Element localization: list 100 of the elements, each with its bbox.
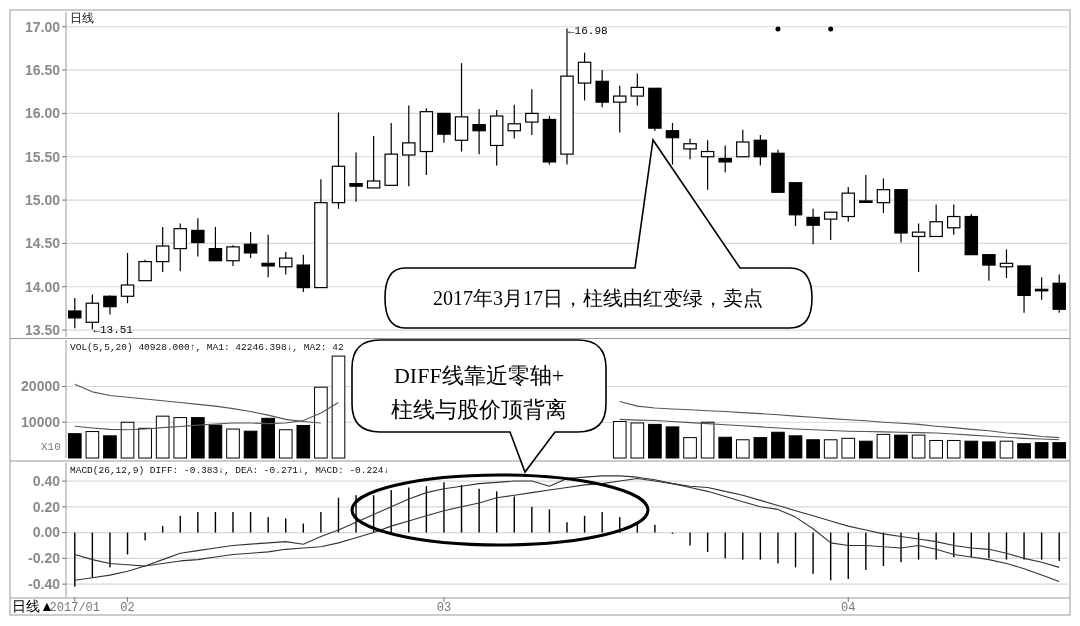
bar — [946, 439, 961, 459]
bar — [261, 417, 275, 459]
candlestick — [155, 226, 170, 273]
bar — [331, 355, 346, 459]
bar — [929, 439, 943, 459]
annotation: DIFF线靠近零轴+ 柱线与股价顶背离 — [391, 362, 567, 422]
bar — [806, 439, 820, 459]
bar — [841, 437, 856, 459]
bar — [1052, 442, 1067, 459]
annotation: ←16.98 — [568, 25, 608, 38]
line-series — [74, 475, 1060, 583]
bar — [103, 435, 117, 459]
candlestick — [736, 129, 750, 158]
bar — [788, 435, 803, 459]
bar — [911, 434, 926, 459]
bar — [999, 440, 1014, 459]
bar — [753, 437, 768, 459]
bar — [630, 422, 645, 459]
candlestick — [700, 139, 715, 191]
candlestick — [683, 137, 697, 160]
candlestick — [595, 69, 609, 108]
annotation: ←13.51 — [93, 324, 134, 337]
candlestick — [349, 151, 363, 203]
bar — [173, 417, 188, 459]
x-tick-label: 04 — [841, 601, 856, 615]
candlestick — [718, 144, 732, 173]
candlestick — [823, 211, 838, 241]
candlestick — [946, 203, 961, 236]
candlestick — [366, 135, 381, 189]
candlestick — [630, 72, 645, 107]
y-tick-label: 14.00 — [24, 278, 61, 295]
bar — [208, 424, 223, 459]
bar — [612, 421, 627, 459]
candlestick — [208, 226, 223, 262]
annotation: 2017年3月17日，柱线由红变绿，卖点 — [433, 287, 763, 309]
candlestick — [103, 294, 117, 316]
candlestick — [577, 52, 592, 101]
bar — [296, 424, 311, 459]
chart-title: MACD(26,12,9) DIFF: -0.383↓, DEA: -0.271↓, MACD: -0.224↓ — [70, 465, 390, 476]
bar — [648, 423, 662, 459]
y-tick-label: 20000 — [21, 378, 61, 395]
x-tick-label: 03 — [436, 601, 452, 615]
candlestick — [191, 217, 205, 257]
bar — [700, 421, 715, 459]
bar — [859, 440, 873, 459]
y-tick-label: 15.50 — [24, 148, 61, 165]
candlestick — [665, 122, 680, 166]
y-tick-label: 10000 — [21, 414, 61, 431]
candlestick — [507, 104, 522, 140]
bar — [718, 436, 733, 459]
candlestick — [454, 62, 469, 153]
bar — [876, 433, 891, 459]
bar — [982, 441, 996, 459]
candlestick — [261, 234, 275, 278]
bar — [314, 386, 328, 459]
y-tick-label: 16.00 — [24, 105, 61, 122]
bar — [683, 437, 697, 459]
bar — [1017, 443, 1031, 459]
candlestick — [612, 85, 627, 134]
candlestick — [402, 105, 416, 187]
candlestick — [982, 254, 996, 282]
text: X10 — [41, 441, 61, 453]
y-tick-label: 0.20 — [32, 498, 61, 515]
bar — [278, 429, 293, 459]
y-tick-label: 0.00 — [32, 524, 61, 541]
bar — [85, 431, 100, 459]
candlestick — [437, 112, 451, 144]
chart-title: 日线 — [70, 11, 94, 25]
candlestick — [911, 222, 926, 273]
candlestick — [929, 203, 943, 238]
candlestick — [120, 252, 135, 304]
candlestick — [859, 174, 873, 204]
bar — [191, 417, 205, 459]
bar — [138, 427, 152, 459]
bar — [1034, 442, 1049, 459]
bar — [665, 426, 680, 459]
x-tick-label: 2017/01 — [49, 601, 100, 615]
candlestick — [841, 186, 856, 223]
candlestick — [68, 297, 82, 329]
bar — [120, 421, 135, 459]
y-tick-label: -0.40 — [28, 576, 61, 593]
bar — [67, 433, 82, 459]
candlestick — [138, 259, 152, 282]
y-tick-label: 17.00 — [24, 18, 61, 35]
candlestick — [753, 134, 768, 166]
y-tick-label: 13.50 — [24, 321, 61, 338]
candlestick — [472, 108, 486, 155]
bar — [243, 430, 258, 459]
candlestick — [525, 88, 539, 136]
x-tick-label: 02 — [120, 601, 135, 615]
bar — [964, 440, 979, 459]
y-tick-label: 15.00 — [24, 191, 61, 208]
bar — [155, 415, 170, 459]
chart-title: VOL(5,5,20) 40928.000↑, MA1: 42246.398↓, MA2: 42 — [70, 342, 344, 353]
y-tick-label: -0.20 — [28, 550, 61, 567]
candlestick — [243, 231, 258, 259]
y-tick-label: 0.40 — [32, 472, 61, 489]
bar — [226, 428, 240, 459]
bar — [823, 439, 838, 459]
y-tick-label: 16.50 — [24, 61, 61, 78]
